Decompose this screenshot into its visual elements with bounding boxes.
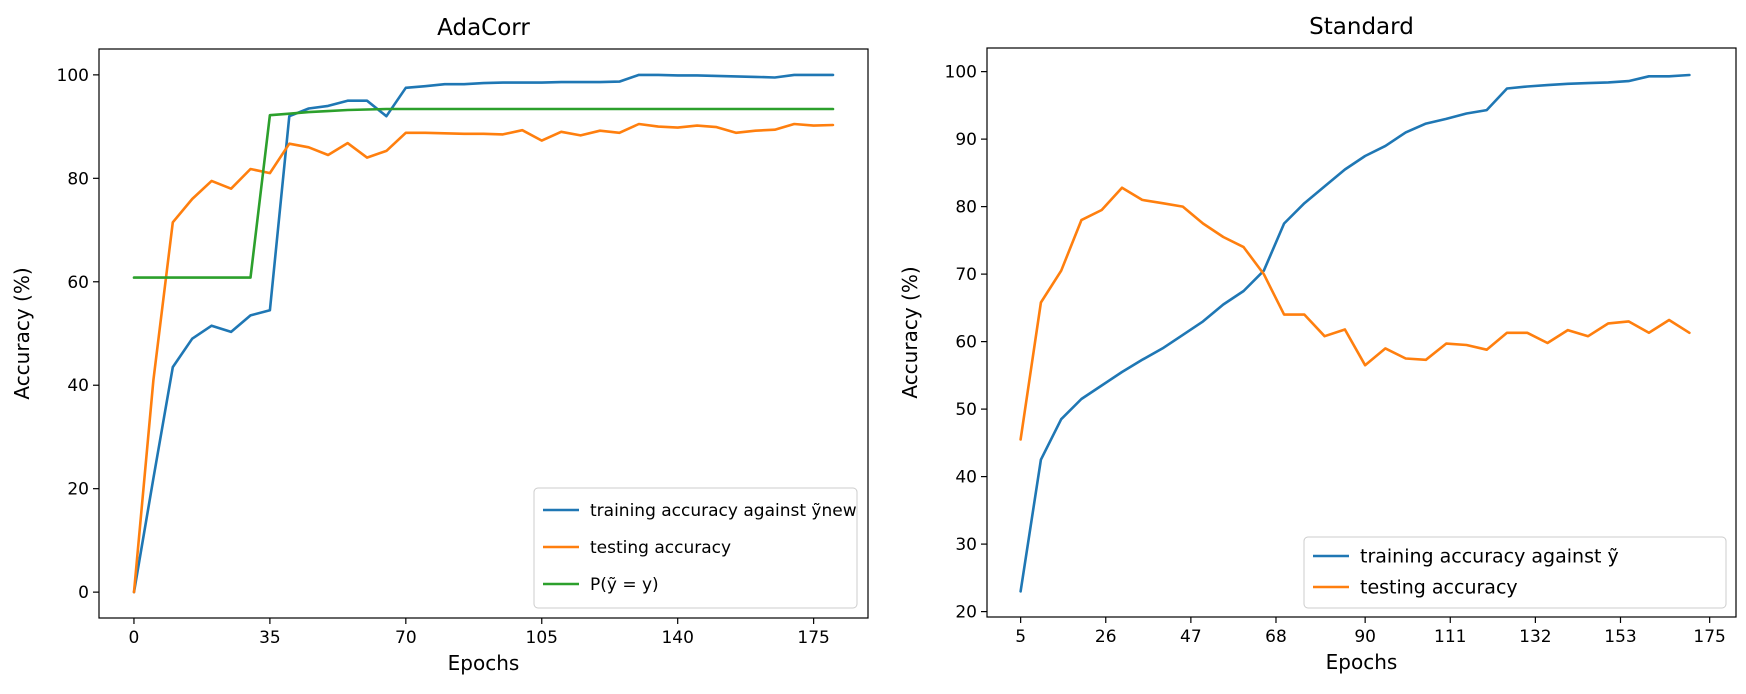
y-tick-label: 80 bbox=[955, 198, 977, 218]
chart-panel-1: AdaCorr 0 35 70 105 140 175 0 20 40 60 80 100 Epochs A… bbox=[10, 15, 869, 675]
y-tick-label: 100 bbox=[57, 66, 89, 86]
x-tick-label: 70 bbox=[395, 628, 417, 648]
series-line-2 bbox=[132, 122, 835, 594]
chart-title: AdaCorr bbox=[437, 15, 530, 41]
x-tick-label: 175 bbox=[797, 628, 829, 648]
x-tick-label: 0 bbox=[129, 628, 140, 648]
x-axis-label: Epochs bbox=[1326, 650, 1398, 674]
y-tick-label: 80 bbox=[67, 169, 89, 189]
chart-title: Standard bbox=[1309, 14, 1414, 40]
series-lines bbox=[1019, 73, 1691, 593]
x-tick-label: 132 bbox=[1519, 627, 1551, 647]
legend-label: training accuracy against ỹ bbox=[1360, 546, 1619, 568]
series-line-1 bbox=[1019, 73, 1691, 593]
chart-panel-2: Standard 5 26 47 68 90 111 132 153 175 20 30 40 50 60 7… bbox=[898, 14, 1737, 674]
x-tick-label: 26 bbox=[1095, 627, 1117, 647]
x-tick-label: 153 bbox=[1604, 627, 1636, 647]
series-line-3 bbox=[132, 107, 835, 279]
y-tick-label: 20 bbox=[67, 480, 89, 500]
legend: training accuracy against ỹnew testing ac… bbox=[533, 487, 858, 609]
x-tick-label: 5 bbox=[1015, 627, 1026, 647]
y-tick-label: 40 bbox=[67, 376, 89, 396]
legend-frame bbox=[533, 487, 858, 609]
x-tick-label: 105 bbox=[526, 628, 558, 648]
y-tick-label: 90 bbox=[955, 130, 977, 150]
y-tick-label: 70 bbox=[955, 265, 977, 285]
x-tick-label: 140 bbox=[661, 628, 693, 648]
y-tick-label: 20 bbox=[955, 603, 977, 623]
y-tick-label: 100 bbox=[945, 63, 977, 83]
legend-label: testing accuracy bbox=[1360, 577, 1518, 599]
y-tick-label: 40 bbox=[955, 468, 977, 488]
x-tick-label: 47 bbox=[1180, 627, 1202, 647]
x-tick-label: 68 bbox=[1265, 627, 1287, 647]
y-tick-label: 30 bbox=[955, 535, 977, 555]
plot-area-frame bbox=[986, 47, 1737, 618]
x-tick-label: 175 bbox=[1693, 627, 1725, 647]
x-axis-label: Epochs bbox=[448, 651, 520, 675]
x-tick-label: 90 bbox=[1354, 627, 1376, 647]
series-line-2 bbox=[1019, 186, 1691, 441]
y-tick-label: 60 bbox=[955, 333, 977, 353]
y-axis-label: Accuracy (%) bbox=[10, 267, 34, 399]
legend-label: testing accuracy bbox=[590, 538, 731, 558]
y-tick-label: 0 bbox=[78, 583, 89, 603]
plot-area-frame bbox=[98, 48, 869, 619]
y-tick-label: 50 bbox=[955, 400, 977, 420]
series-line-1 bbox=[132, 73, 835, 594]
y-axis-label: Accuracy (%) bbox=[898, 266, 922, 398]
series-lines bbox=[132, 73, 835, 594]
legend: training accuracy against ỹ testing accur… bbox=[1303, 536, 1727, 609]
legend-label: training accuracy against ỹnew bbox=[590, 501, 857, 521]
legend-frame bbox=[1303, 536, 1727, 609]
x-tick-label: 35 bbox=[259, 628, 281, 648]
x-tick-label: 111 bbox=[1434, 627, 1466, 647]
y-tick-label: 60 bbox=[67, 273, 89, 293]
legend-label: P(ỹ = y) bbox=[590, 575, 659, 595]
